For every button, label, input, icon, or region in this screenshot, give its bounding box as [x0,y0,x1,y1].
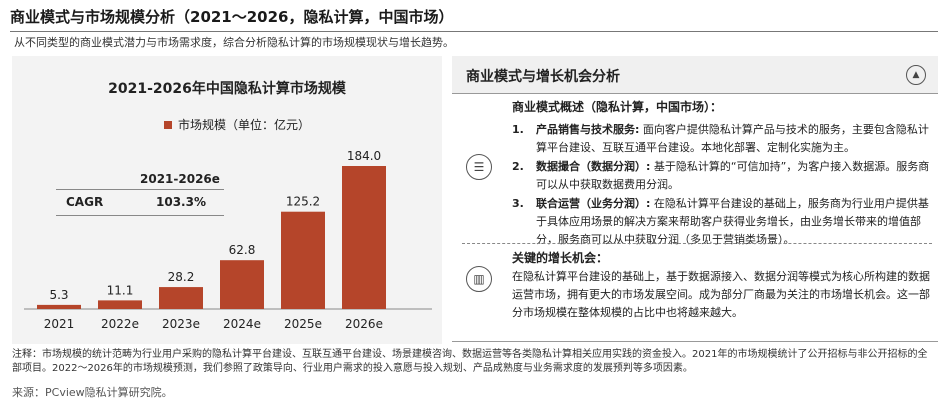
list-item: 2. 数据撮合（数据分润）: 基于隐私计算的“可信加持”，为客户接入数据源。服务… [512,158,932,194]
list-icon: ☰ [466,154,492,180]
cagr-bottom-rule [56,215,224,216]
cagr-label: CAGR [66,195,104,209]
x-tick-label-2022e: 2022e [101,317,139,331]
section-divider [462,243,932,244]
x-tick-label-2025e: 2025e [284,317,322,331]
cagr-table: 2021-2026e CAGR 103.3% [56,172,224,216]
model-text: 在隐私计算平台建设的基础上，服务商为行业用户提供基于具体应用场景的解决方案来帮助… [536,197,929,246]
bar-chart: 5.3 2021 11.1 2022e 28.2 2023e 62.8 2024e 125.2 2… [24,149,432,331]
compass-icon: ▲ [906,65,926,85]
data-label-2025e: 125.2 [286,195,320,209]
panel-bottom-rule [452,341,938,342]
model-list: 1. 产品销售与技术服务: 面向客户提供隐私计算产品与技术的服务，主要包含隐私计… [512,121,932,250]
model-number: 1. [512,123,524,136]
x-tick-label-2023e: 2023e [162,317,200,331]
chart-panel: 2021-2026年中国隐私计算市场规模 市场规模（单位：亿元） 2021-20… [12,56,442,344]
growth-text: 在隐私计算平台建设的基础上，基于数据源接入、数据分润等模式为核心所构建的数据运营… [512,270,930,319]
model-name: 联合运营（业务分润）: [536,197,651,210]
model-heading: 商业模式概述（隐私计算，中国市场）： [512,100,723,114]
x-tick-label-2026e: 2026e [345,317,383,331]
analysis-panel: 商业模式与增长机会分析 ▲ ☰ 商业模式概述（隐私计算，中国市场）： 1. 产品… [452,56,938,344]
bar-2024e [220,260,264,309]
bar-2021 [37,304,81,309]
bar-2022e [98,300,142,309]
analysis-title: 商业模式与增长机会分析 [466,69,620,85]
model-number: 3. [512,197,524,210]
model-name: 数据撮合（数据分润）: [536,160,651,173]
cagr-period: 2021-2026e [140,172,220,186]
model-text: 面向客户提供隐私计算产品与技术的服务，主要包含隐私计算平台建设、互联互通平台建设… [536,123,929,154]
data-label-2024e: 62.8 [229,243,256,257]
bar-2025e [281,211,325,309]
chart-legend: 市场规模（单位：亿元） [164,116,310,133]
growth-heading: 关键的增长机会： [512,251,609,265]
list-item: 3. 联合运营（业务分润）: 在隐私计算平台建设的基础上，服务商为行业用户提供基… [512,195,932,249]
source-note: 来源：PCview隐私计算研究院。 [12,386,173,399]
bar-2026e [342,166,386,309]
legend-swatch [164,120,172,129]
bar-2023e [159,287,203,309]
cagr-value: 103.3% [156,195,206,209]
x-tick-label-2024e: 2024e [223,317,261,331]
footnote: 注释：市场规模的统计范畴为行业用户采购的隐私计算平台建设、互联互通平台建设、场景… [12,349,928,374]
data-label-2023e: 28.2 [168,270,195,284]
cagr-top-rule [56,189,224,190]
data-label-2026e: 184.0 [347,149,381,163]
legend-label: 市场规模（单位：亿元） [178,118,311,132]
page-subtitle: 从不同类型的商业模式潜力与市场需求度，综合分析隐私计算的市场规模现状与增长趋势。 [14,36,454,49]
model-name: 产品销售与技术服务: [536,123,640,136]
data-label-2022e: 11.1 [107,283,134,297]
page-title: 商业模式与市场规模分析（2021～2026，隐私计算，中国市场） [10,8,454,26]
x-tick-label-2021: 2021 [44,317,75,331]
books-icon: ▥ [466,266,492,292]
model-text: 基于隐私计算的“可信加持”，为客户接入数据源。服务商可以从中获取数据费用分润。 [536,160,930,191]
title-divider [10,31,938,32]
list-item: 1. 产品销售与技术服务: 面向客户提供隐私计算产品与技术的服务，主要包含隐私计… [512,121,932,157]
model-number: 2. [512,160,524,173]
analysis-header: 商业模式与增长机会分析 ▲ [452,56,938,94]
chart-title: 2021-2026年中国隐私计算市场规模 [108,81,346,97]
data-label-2021: 5.3 [49,288,68,302]
